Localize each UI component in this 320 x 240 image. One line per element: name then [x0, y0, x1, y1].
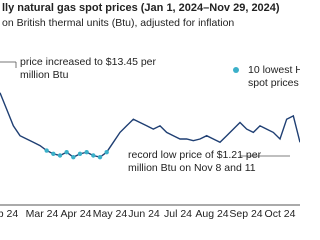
x-tick-label: Oct 24: [265, 208, 296, 220]
x-tick-label: Aug 24: [195, 208, 228, 220]
x-tick-label: Jul 24: [164, 208, 192, 220]
x-tick-label: Sep 24: [229, 208, 262, 220]
chart-subtitle: on British thermal units (Btu), adjusted…: [2, 17, 234, 29]
x-tick-label: Apr 24: [61, 208, 92, 220]
low-marker: [57, 153, 63, 158]
low-marker: [91, 153, 96, 158]
x-tick-label: b 24: [0, 208, 18, 220]
annotation: million Btu: [20, 69, 69, 81]
x-tick-label: Mar 24: [26, 208, 59, 220]
chart: lly natural gas spot prices (Jan 1, 2024…: [0, 2, 300, 220]
low-marker: [104, 150, 109, 155]
low-marker: [84, 150, 89, 155]
legend-marker: [233, 67, 239, 73]
annotation: price increased to $13.45 per: [20, 56, 157, 68]
annotation: million Btu on Nov 8 and 11: [128, 162, 256, 174]
chart-title: lly natural gas spot prices (Jan 1, 2024…: [2, 2, 280, 14]
low-marker: [51, 151, 56, 157]
x-tick-label: May 24: [93, 208, 128, 220]
annotation: record low price of $1.21 per: [128, 149, 262, 161]
line: [0, 92, 300, 158]
legend-label: spot prices: [248, 77, 299, 89]
low-marker: [64, 150, 69, 155]
low-marker: [77, 151, 83, 157]
low-marker: [44, 148, 49, 153]
legend-label: 10 lowest H: [248, 64, 300, 76]
low-marker: [71, 154, 76, 160]
low-marker: [97, 154, 103, 160]
page: {"chart_data": {"type": "line", "title":…: [0, 1, 300, 220]
x-tick-label: Jun 24: [128, 208, 160, 220]
